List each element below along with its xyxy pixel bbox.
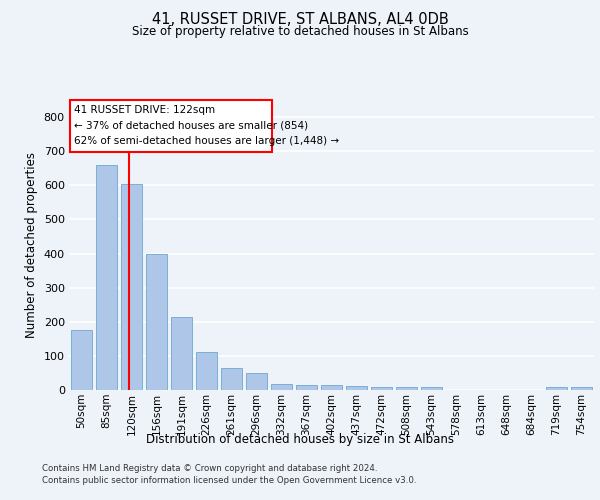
Bar: [271, 384, 292, 390]
Text: Distribution of detached houses by size in St Albans: Distribution of detached houses by size …: [146, 432, 454, 446]
Text: ← 37% of detached houses are smaller (854): ← 37% of detached houses are smaller (85…: [74, 120, 308, 130]
Bar: [146, 254, 167, 390]
Bar: [421, 388, 442, 390]
Bar: [296, 384, 317, 390]
Text: Contains HM Land Registry data © Crown copyright and database right 2024.: Contains HM Land Registry data © Crown c…: [42, 464, 377, 473]
Bar: [96, 165, 117, 390]
Bar: [221, 368, 242, 390]
Text: Contains public sector information licensed under the Open Government Licence v3: Contains public sector information licen…: [42, 476, 416, 485]
FancyBboxPatch shape: [70, 100, 271, 152]
Text: 41 RUSSET DRIVE: 122sqm: 41 RUSSET DRIVE: 122sqm: [74, 106, 215, 116]
Text: 41, RUSSET DRIVE, ST ALBANS, AL4 0DB: 41, RUSSET DRIVE, ST ALBANS, AL4 0DB: [152, 12, 448, 28]
Bar: [346, 386, 367, 390]
Bar: [571, 388, 592, 390]
Bar: [196, 352, 217, 390]
Y-axis label: Number of detached properties: Number of detached properties: [25, 152, 38, 338]
Bar: [71, 330, 92, 390]
Text: Size of property relative to detached houses in St Albans: Size of property relative to detached ho…: [131, 25, 469, 38]
Text: 62% of semi-detached houses are larger (1,448) →: 62% of semi-detached houses are larger (…: [74, 136, 339, 145]
Bar: [246, 373, 267, 390]
Bar: [371, 388, 392, 390]
Bar: [171, 316, 192, 390]
Bar: [396, 388, 417, 390]
Bar: [546, 388, 567, 390]
Bar: [121, 184, 142, 390]
Bar: [321, 385, 342, 390]
